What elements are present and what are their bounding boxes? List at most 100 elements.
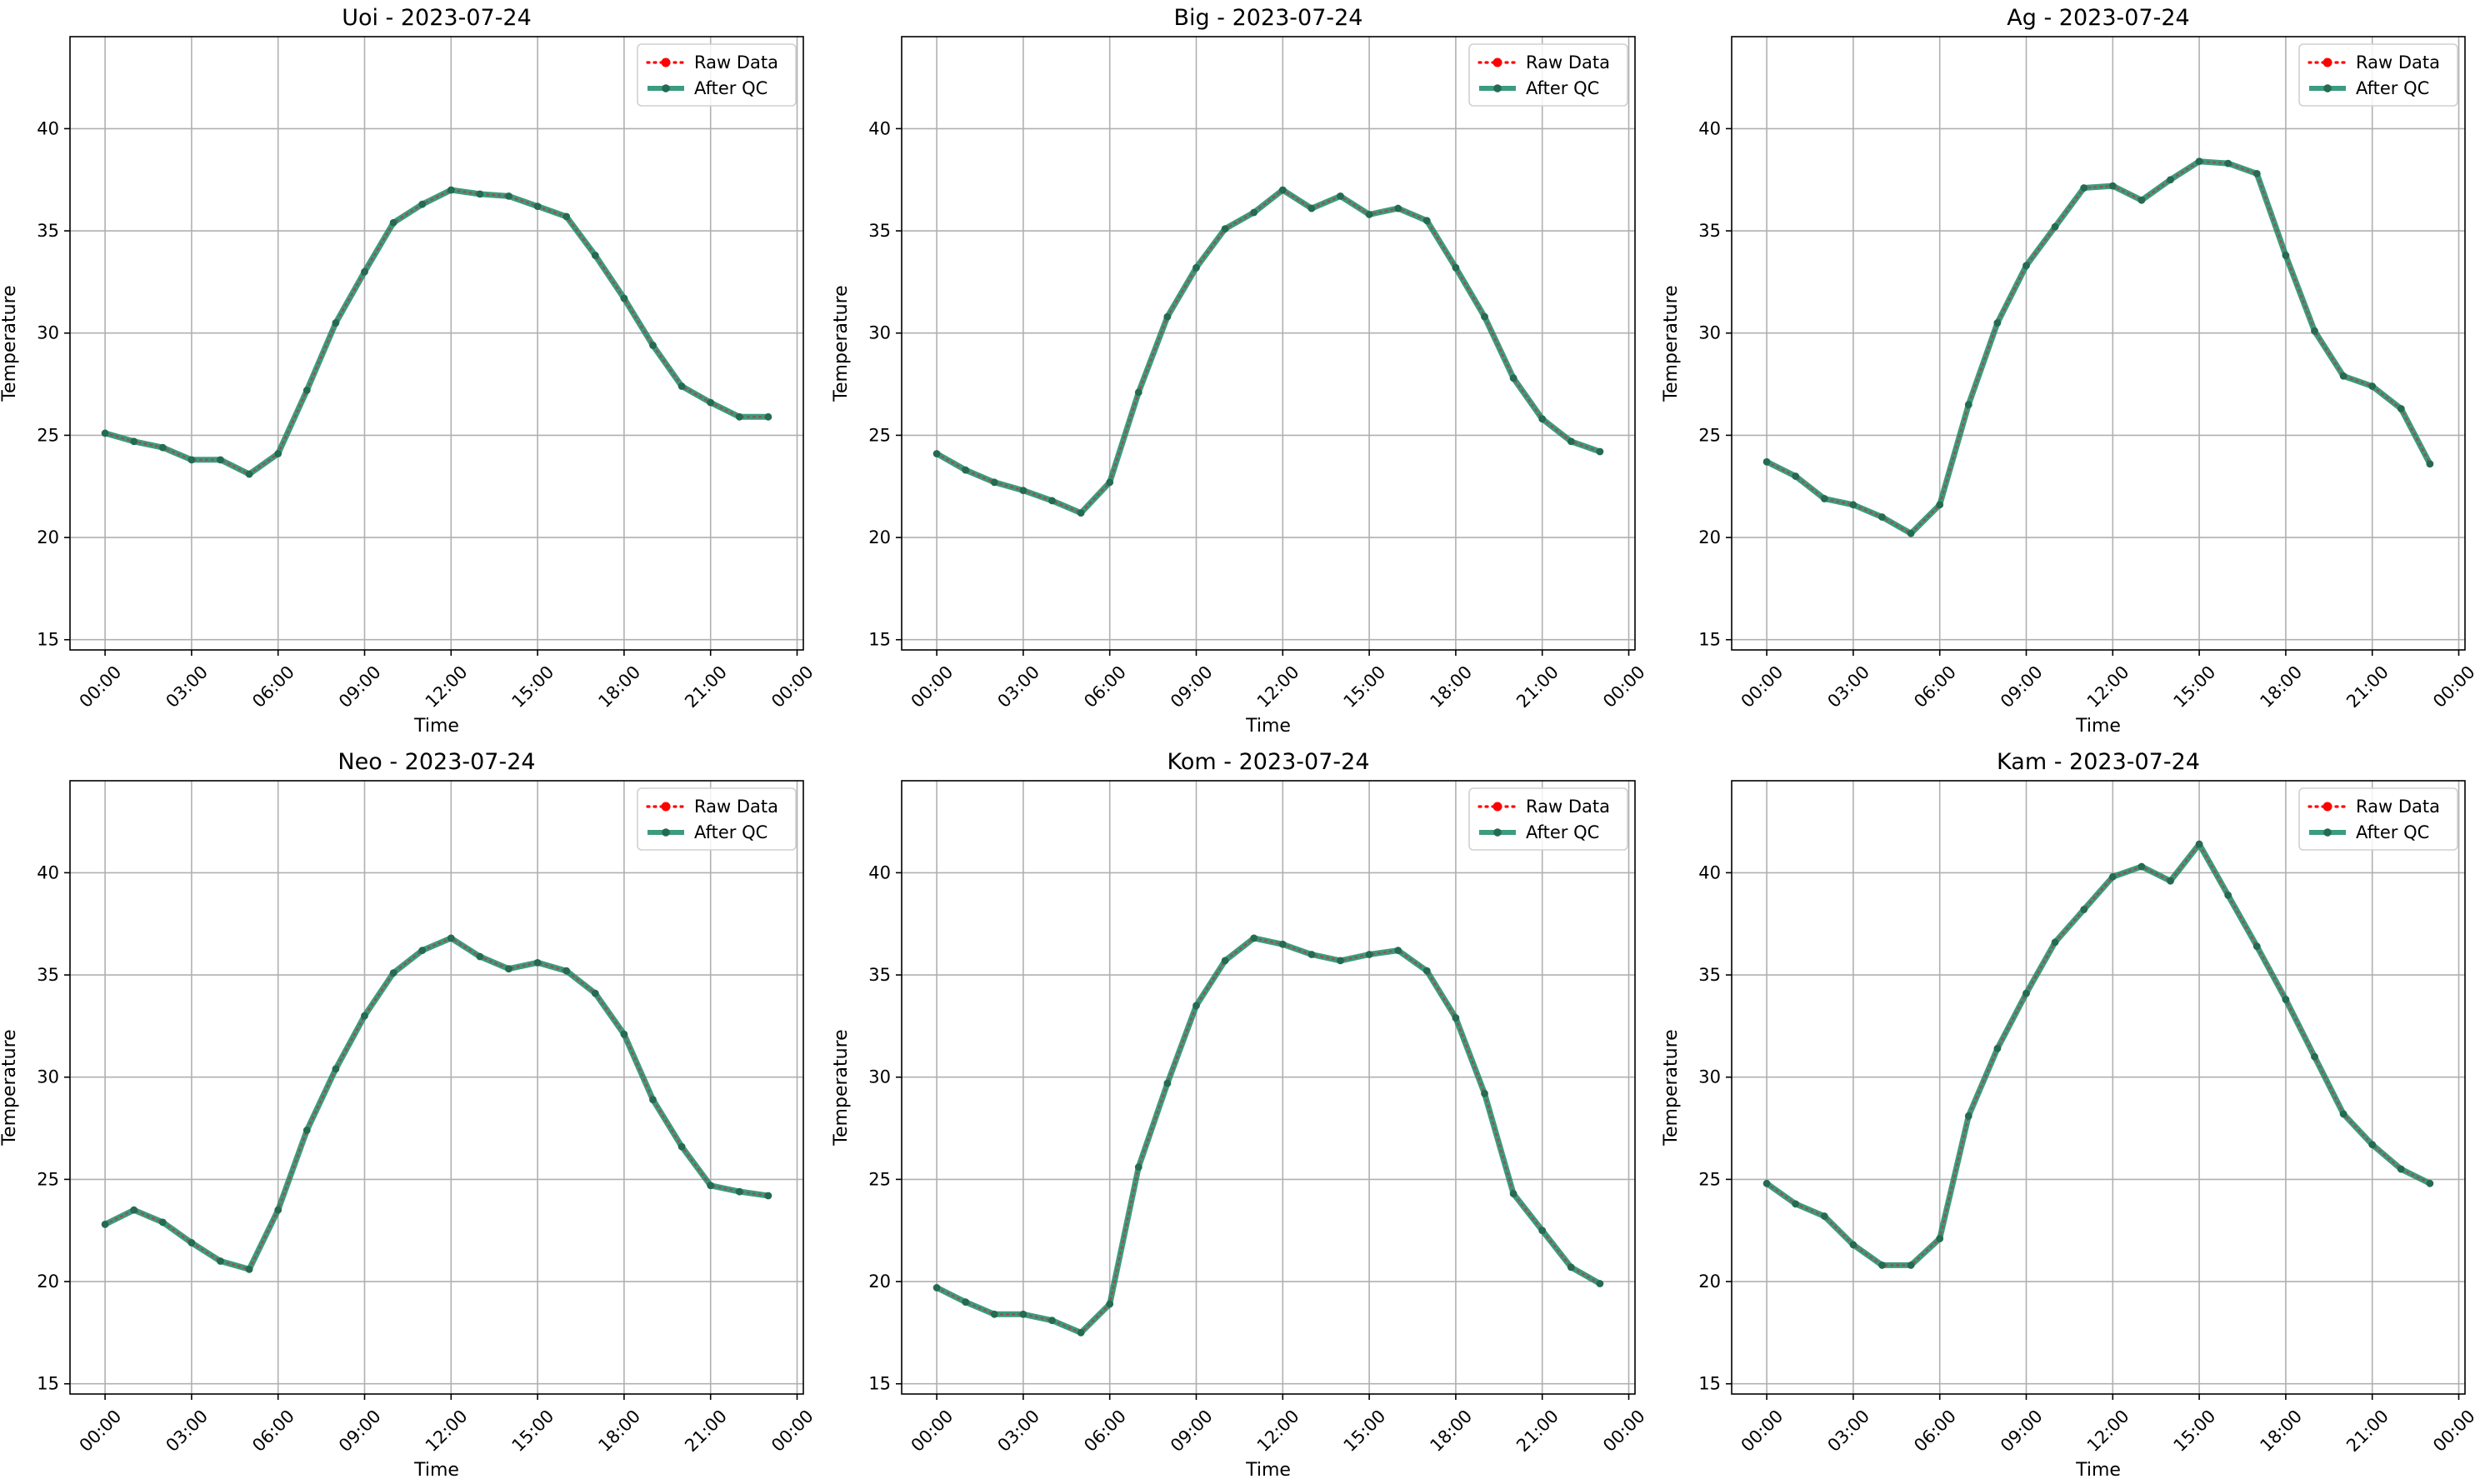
y-tick-label: 20 xyxy=(37,527,59,547)
x-tick-label: 15:00 xyxy=(508,1406,558,1456)
x-tick-label: 18:00 xyxy=(594,1406,644,1456)
x-tick-label: 03:00 xyxy=(162,662,212,712)
y-tick-label: 25 xyxy=(1698,425,1721,445)
x-tick-label: 18:00 xyxy=(2256,1406,2306,1456)
x-axis-label: Time xyxy=(413,1460,459,1481)
after-qc-data-point xyxy=(1337,192,1344,200)
x-tick-label: 00:00 xyxy=(908,662,958,712)
after-qc-data-point xyxy=(2224,891,2232,899)
after-qc-data-point xyxy=(101,429,109,437)
axes-frame xyxy=(901,36,1636,651)
x-tick-label: 00:00 xyxy=(1599,1406,1649,1456)
x-tick-label: 06:00 xyxy=(1080,1406,1130,1456)
x-tick-label: 18:00 xyxy=(1426,1406,1476,1456)
after-qc-data-point xyxy=(2311,327,2318,335)
after-qc-data-point xyxy=(476,190,484,198)
x-axis-label: Time xyxy=(413,716,459,737)
after-qc-data-point xyxy=(1221,957,1229,965)
x-tick-label: 00:00 xyxy=(1599,662,1649,712)
after-qc-data-point xyxy=(274,1206,282,1214)
legend-label-after-qc: After QC xyxy=(2356,822,2429,842)
after-qc-data-point xyxy=(2426,460,2434,468)
y-tick-label: 30 xyxy=(1698,1067,1721,1087)
legend-after-qc-marker xyxy=(2323,84,2332,92)
axes-frame xyxy=(901,780,1636,1395)
after-qc-data-point xyxy=(361,1012,368,1020)
after-qc-data-point xyxy=(2108,872,2117,881)
after-qc-data-point xyxy=(533,958,542,967)
after-qc-data-point xyxy=(2138,196,2146,204)
y-tick-label: 40 xyxy=(37,118,59,138)
legend: Raw Data After QC xyxy=(2298,43,2458,107)
y-tick-label: 20 xyxy=(1698,1272,1721,1292)
after-qc-data-point xyxy=(2108,182,2117,190)
panel-title: Kom - 2023-07-24 xyxy=(1168,749,1370,775)
legend-label-after-qc: After QC xyxy=(1526,822,1599,842)
after-qc-data-point xyxy=(591,989,599,997)
after-qc-data-point xyxy=(1077,1329,1085,1337)
y-tick-label: 35 xyxy=(1698,221,1721,241)
after-qc-data-point xyxy=(245,1265,253,1273)
after-qc-data-point xyxy=(1878,1262,1886,1269)
x-tick-label: 00:00 xyxy=(768,1406,818,1456)
after-qc-data-point xyxy=(2195,157,2203,166)
x-axis-label: Time xyxy=(2075,716,2121,737)
after-qc-data-point xyxy=(1250,208,1258,217)
after-qc-data-point xyxy=(1192,1002,1200,1010)
x-axis-label: Time xyxy=(1245,716,1291,737)
y-tick-label: 25 xyxy=(868,425,891,445)
y-tick-label: 35 xyxy=(37,221,59,241)
after-qc-data-point xyxy=(389,969,398,977)
after-qc-data-point xyxy=(1337,957,1344,965)
series-line-after-qc xyxy=(933,187,1603,517)
after-qc-data-point xyxy=(1452,1014,1460,1022)
after-qc-data-point xyxy=(1936,501,1944,509)
after-qc-data-point xyxy=(130,437,138,446)
x-tick-label: 00:00 xyxy=(76,662,126,712)
x-tick-label: 00:00 xyxy=(76,1406,126,1456)
after-qc-data-point xyxy=(1820,1212,1828,1220)
y-tick-label: 15 xyxy=(868,1374,891,1394)
after-qc-data-point xyxy=(620,1030,628,1038)
x-tick-label: 09:00 xyxy=(1997,662,2047,712)
series-line-raw-data xyxy=(103,188,770,476)
x-tick-label: 06:00 xyxy=(1910,1406,1960,1456)
after-qc-data-point xyxy=(1048,1317,1056,1325)
subplot-panel: 15 20 25 30 35 40 00:00 03:00 06:00 09:00 12:00 15:… xyxy=(1661,749,2479,1481)
x-tick-label: 18:00 xyxy=(594,662,644,712)
panel-title: Neo - 2023-07-24 xyxy=(338,749,535,775)
y-axis-label: Temperature xyxy=(831,1029,852,1146)
panel-title: Ag - 2023-07-24 xyxy=(2007,5,2189,31)
after-qc-data-point xyxy=(1308,951,1316,958)
y-tick-label: 20 xyxy=(1698,527,1721,547)
after-qc-data-point xyxy=(2426,1179,2434,1187)
after-qc-data-point xyxy=(1134,388,1142,397)
after-qc-data-point xyxy=(302,1127,311,1134)
series-line-after-qc xyxy=(933,935,1603,1336)
after-qc-data-point xyxy=(505,965,512,973)
legend-label-after-qc: After QC xyxy=(2356,78,2429,98)
after-qc-data-point xyxy=(678,382,686,390)
after-qc-data-point xyxy=(932,450,941,457)
after-qc-data-point xyxy=(2167,877,2174,885)
after-qc-data-point xyxy=(1993,1044,2002,1052)
y-tick-label: 30 xyxy=(868,323,891,343)
after-qc-data-point xyxy=(1820,495,1828,502)
after-qc-data-point xyxy=(389,218,398,227)
after-qc-data-point xyxy=(418,200,427,208)
after-qc-data-point xyxy=(505,192,512,200)
after-qc-data-point xyxy=(735,1187,743,1196)
legend: Raw Data After QC xyxy=(2298,787,2458,851)
axes-frame xyxy=(69,36,804,651)
x-tick-label: 09:00 xyxy=(1997,1406,2047,1456)
after-qc-data-point xyxy=(1567,437,1575,446)
y-axis-label: Temperature xyxy=(0,285,20,402)
after-qc-data-point xyxy=(1422,217,1431,225)
series-line-raw-data xyxy=(103,937,770,1271)
x-tick-label: 18:00 xyxy=(2256,662,2306,712)
subplot-panel: 15 20 25 30 35 40 00:00 03:00 06:00 09:00 12:00 15:… xyxy=(0,749,818,1481)
after-qc-data-point xyxy=(1878,513,1886,521)
after-qc-data-point xyxy=(1452,263,1460,272)
x-tick-label: 18:00 xyxy=(1426,662,1476,712)
after-qc-data-point xyxy=(2252,942,2261,951)
